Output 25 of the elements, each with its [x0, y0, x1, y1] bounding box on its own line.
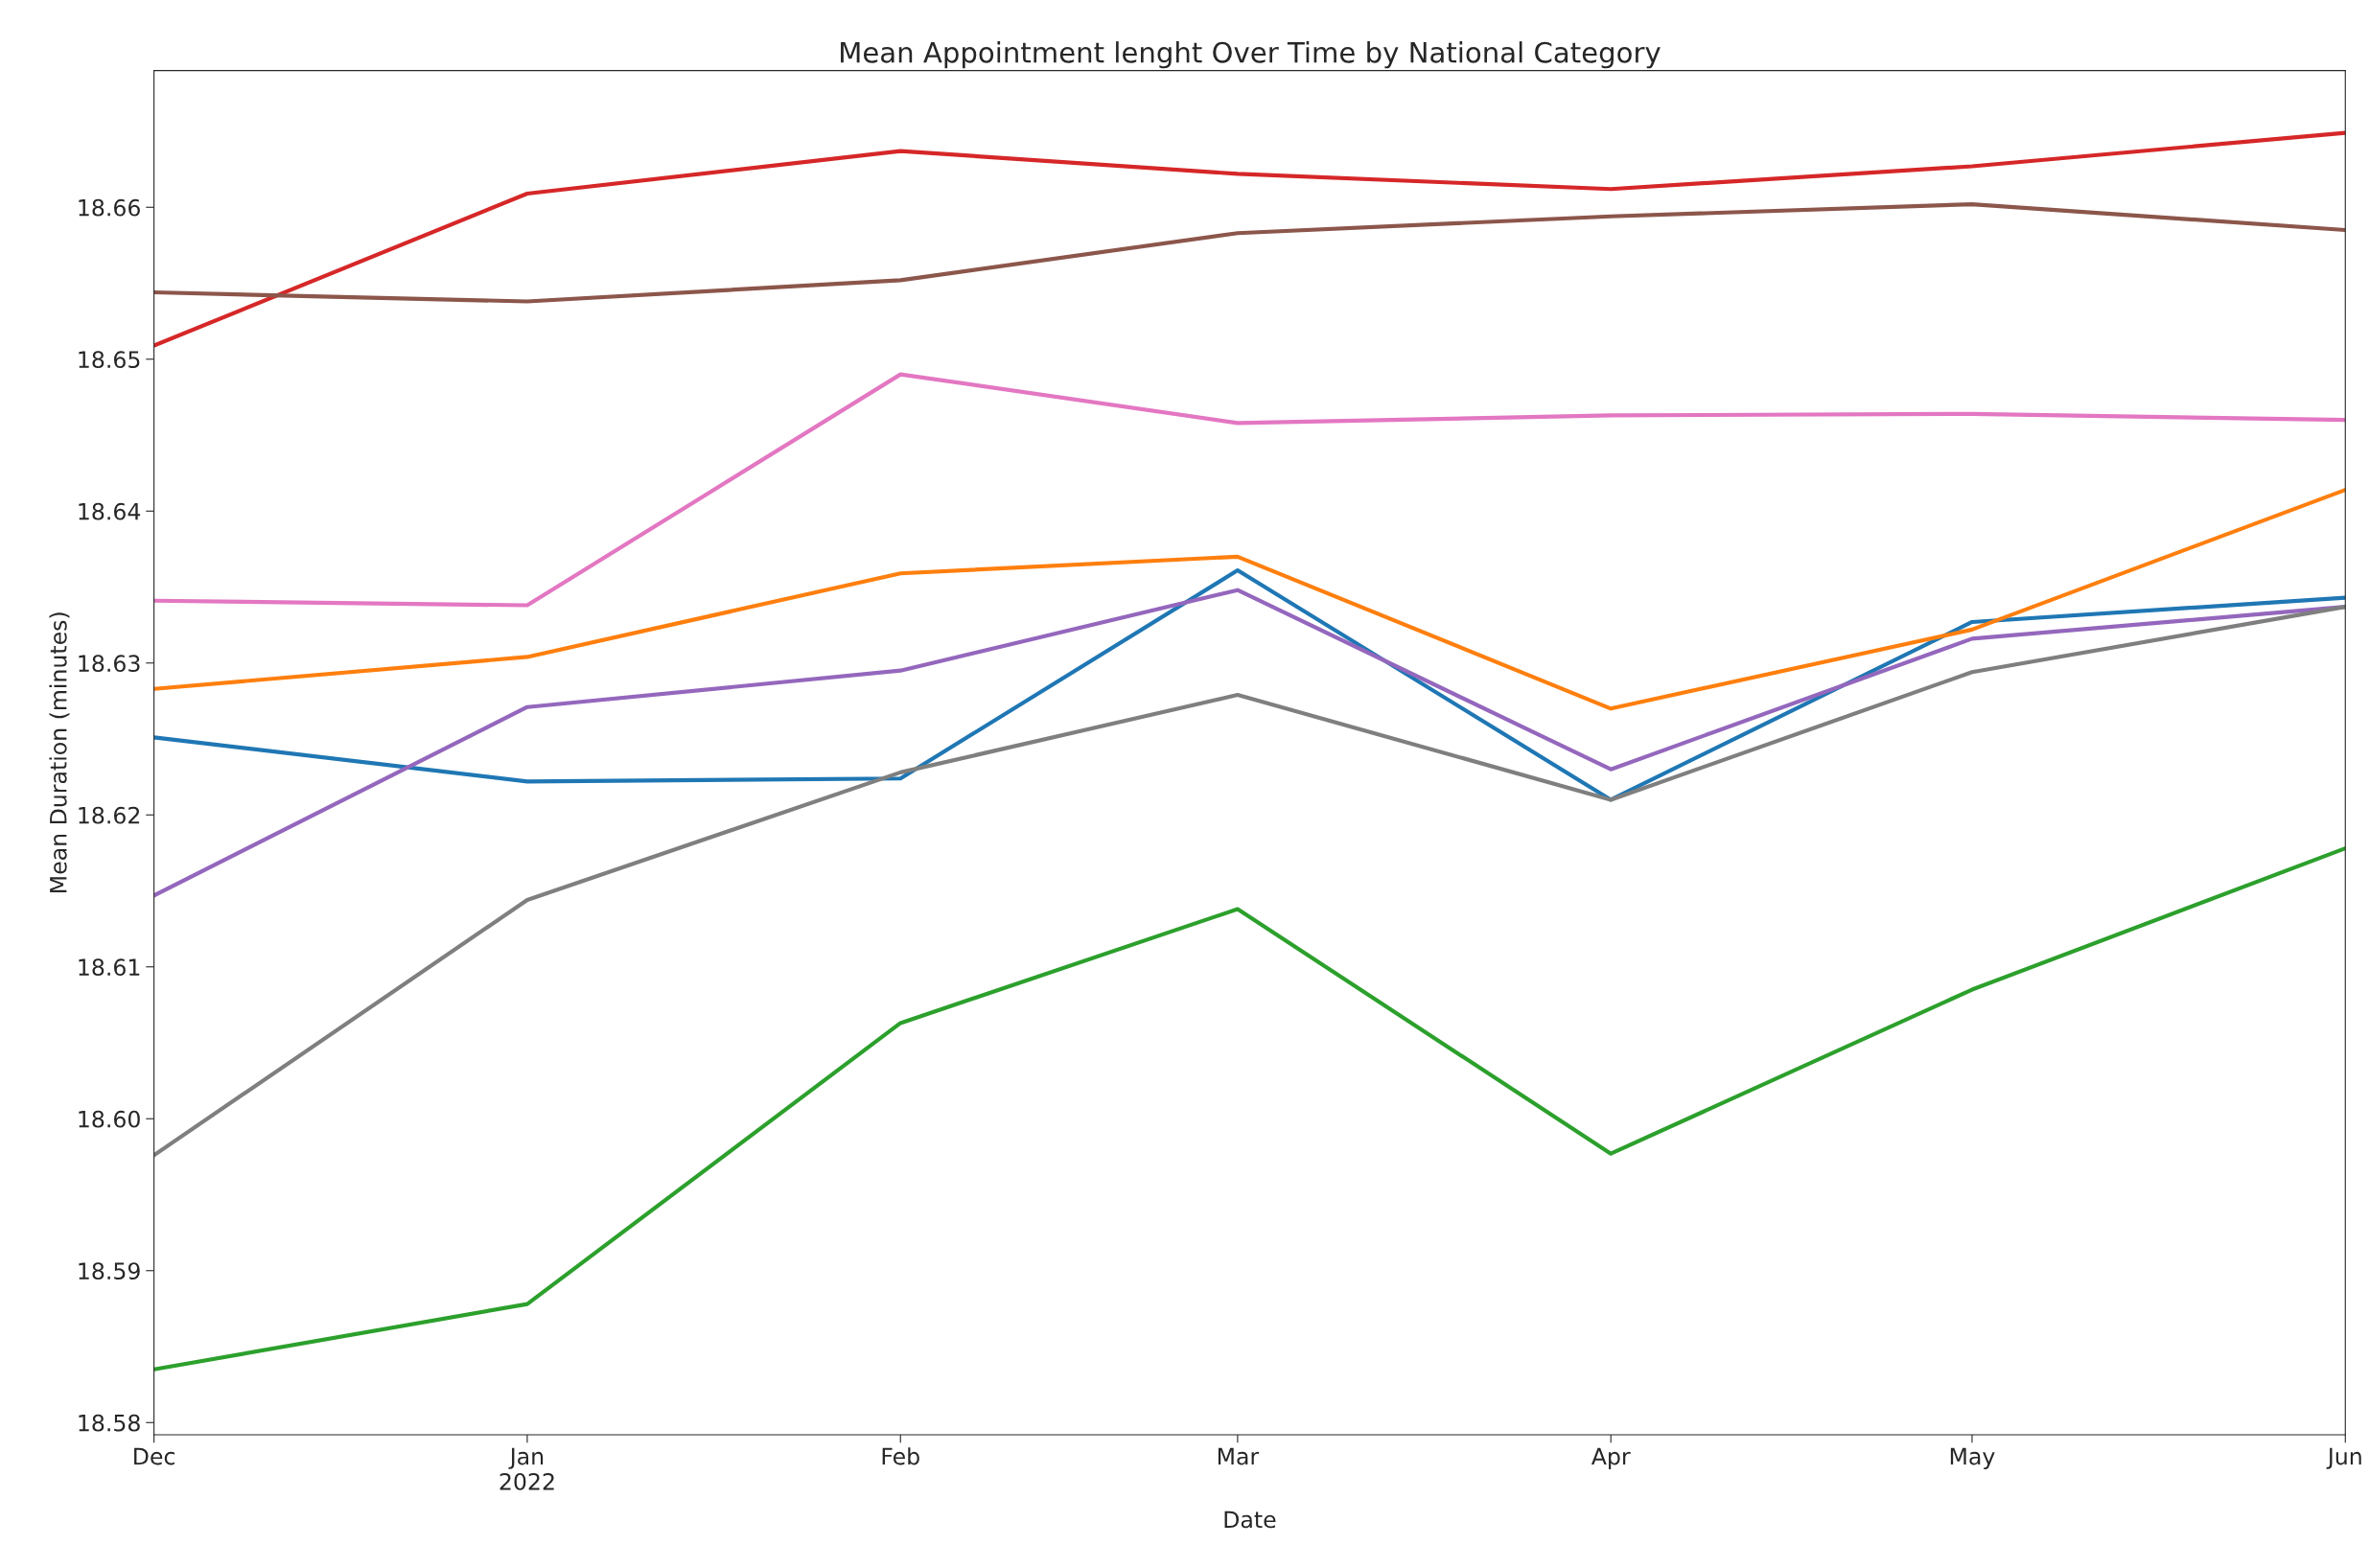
x-tick-label: May: [1950, 1447, 1995, 1469]
chart-title: Mean Appointment lenght Over Time by National Category: [841, 41, 1661, 69]
y-axis-title: Mean Duration (minutes): [49, 612, 70, 892]
x-tick-label: Mar: [1218, 1447, 1260, 1465]
line-series: [153, 487, 2346, 711]
x-tick-label: Jun: [2326, 1447, 2361, 1469]
x-tick-label: Feb: [882, 1447, 919, 1465]
line-series: [153, 130, 2346, 348]
y-tick-label: 18.65: [79, 351, 140, 369]
line-series: [153, 202, 2346, 304]
y-tick-label: 18.66: [79, 198, 140, 217]
y-tick-label: 18.64: [79, 502, 141, 520]
x-tick-label: Jan 2022: [499, 1447, 554, 1490]
y-tick-label: 18.58: [79, 1414, 140, 1432]
line-series: [153, 846, 2346, 1372]
y-tick-label: 18.62: [79, 806, 140, 824]
line-series: [153, 372, 2346, 608]
x-axis-title: Date: [1224, 1510, 1276, 1529]
x-tick-label: Dec: [134, 1447, 174, 1465]
y-tick-label: 18.61: [79, 958, 140, 977]
y-tick-label: 18.60: [79, 1110, 140, 1128]
line-series: [153, 605, 2346, 1158]
y-tick-label: 18.63: [79, 655, 140, 673]
x-tick-label: Apr: [1591, 1447, 1631, 1469]
y-tick-label: 18.59: [79, 1262, 140, 1280]
